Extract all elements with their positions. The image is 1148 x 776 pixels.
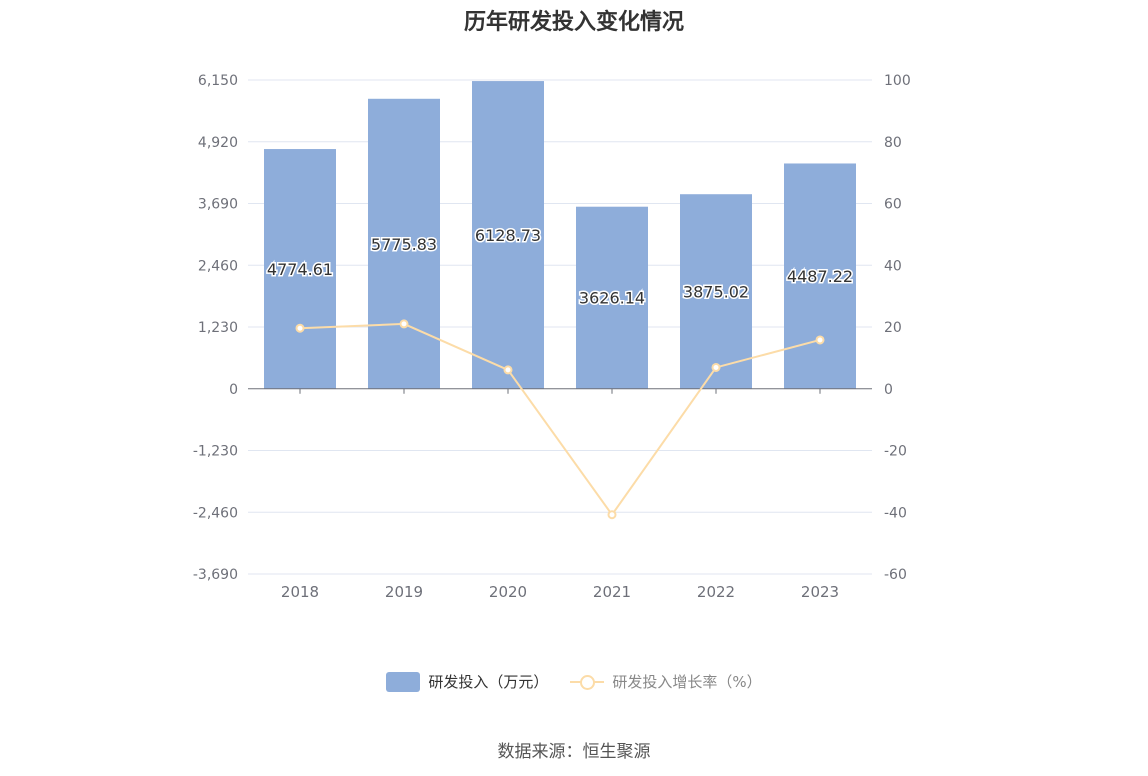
bar-data-label: 4487.22 [787, 267, 853, 286]
x-tick-label: 2021 [593, 583, 631, 601]
y-right-tick-label: 40 [884, 258, 902, 274]
x-tick-label: 2018 [281, 583, 319, 601]
growth-rate-point [607, 510, 617, 520]
y-left-tick-label: 2,460 [198, 258, 238, 274]
bar-data-label: 4774.61 [267, 260, 333, 279]
bar [576, 206, 648, 389]
grid-lines [248, 79, 872, 575]
y-right-tick-label: 80 [884, 135, 902, 151]
y-left-tick-label: 1,230 [198, 320, 238, 336]
y-left-tick-label: -2,460 [193, 505, 238, 521]
y-right-tick-label: -20 [884, 444, 907, 460]
axes: 6,150 100 4,920 80 3,690 60 2,460 40 1,230 20 0 0 -1… [193, 73, 911, 601]
bar [472, 81, 544, 389]
bar [264, 149, 336, 389]
growth-rate-point [295, 323, 305, 333]
x-tick-label: 2019 [385, 583, 423, 601]
y-right-tick-label: -60 [884, 567, 907, 583]
x-tick-label: 2023 [801, 583, 839, 601]
data-labels: 4774.61 5775.83 6128.73 3626.14 3875.02 4487.… [265, 224, 854, 309]
growth-rate-line [299, 322, 821, 517]
legend-label-bar: 研发投入（万元） [428, 673, 549, 691]
y-left-tick-label: -1,230 [193, 444, 238, 460]
chart-title: 历年研发投入变化情况 [463, 10, 684, 35]
y-left-tick-label: -3,690 [193, 567, 238, 583]
legend-swatch-bar [386, 671, 421, 692]
bar-series [264, 81, 856, 389]
legend-label-line: 研发投入增长率（%） [612, 673, 762, 691]
x-tick-label: 2022 [697, 583, 735, 601]
y-left-tick-label: 3,690 [198, 197, 238, 213]
legend-swatch-line [570, 672, 605, 692]
source-note: 数据来源：恒生聚源 [497, 742, 651, 762]
y-right-tick-label: 0 [884, 382, 893, 398]
growth-rate-point [399, 319, 409, 329]
y-left-tick-label: 6,150 [198, 73, 238, 89]
line-series [295, 319, 825, 520]
growth-rate-point [711, 362, 721, 372]
bar-data-label: 5775.83 [371, 235, 437, 254]
legend-item-bar[interactable]: 研发投入（万元） [386, 671, 548, 692]
growth-rate-point [503, 365, 513, 375]
y-left-tick-label: 4,920 [198, 135, 238, 151]
bar-data-label: 3875.02 [683, 282, 749, 301]
bar-data-label: 3626.14 [579, 289, 645, 308]
y-right-tick-label: 60 [884, 197, 902, 213]
y-left-tick-label: 0 [229, 382, 238, 398]
y-right-tick-label: 20 [884, 320, 902, 336]
x-tick-label: 2020 [489, 583, 527, 601]
bar-data-label: 6128.73 [475, 226, 541, 245]
y-right-tick-label: -40 [884, 505, 907, 521]
bar [784, 163, 856, 389]
y-right-tick-label: 100 [884, 73, 911, 89]
bar [680, 194, 752, 389]
growth-rate-point [815, 335, 825, 345]
legend: 研发投入（万元） 研发投入增长率（%） [0, 671, 1148, 692]
legend-item-line[interactable]: 研发投入增长率（%） [570, 671, 762, 692]
bar [368, 98, 440, 389]
